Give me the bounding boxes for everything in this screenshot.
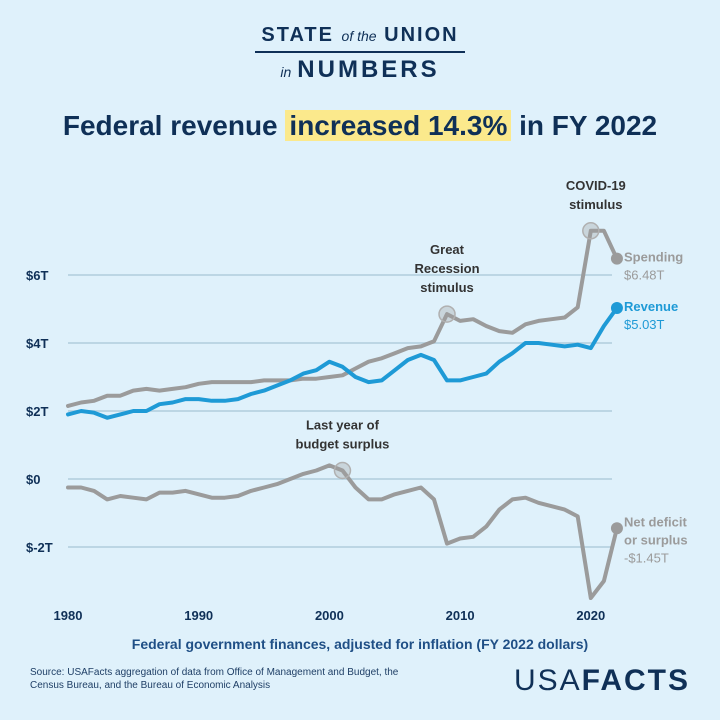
annotation-text: stimulus bbox=[569, 197, 622, 212]
brand-of-the: of the bbox=[341, 28, 377, 44]
revenue-end-marker bbox=[610, 301, 623, 314]
logo-usa: USA bbox=[513, 664, 582, 697]
spending-line bbox=[66, 228, 619, 408]
y-tick-label: $6T bbox=[26, 268, 48, 283]
annotation-text: Great bbox=[430, 242, 465, 257]
series-end-value: $6.48T bbox=[624, 268, 665, 283]
x-tick-label: 2000 bbox=[315, 608, 344, 623]
y-tick-label: $4T bbox=[26, 336, 48, 351]
series-label: or surplus bbox=[624, 532, 688, 547]
title-highlight: increased 14.3% bbox=[285, 110, 512, 141]
annotation-marker bbox=[438, 305, 456, 323]
brand-line-1: STATE of the UNION bbox=[0, 24, 720, 47]
page-title: Federal revenue increased 14.3% in FY 20… bbox=[0, 110, 720, 142]
x-tick-label: 1990 bbox=[184, 608, 213, 623]
annotation-text: Last year of bbox=[306, 418, 380, 433]
y-tick-label: $2T bbox=[26, 404, 48, 419]
y-tick-label: $-2T bbox=[26, 540, 53, 555]
series-end-value: $5.03T bbox=[624, 317, 665, 332]
brand-in: in bbox=[280, 64, 292, 80]
title-pre: Federal revenue bbox=[62, 110, 286, 141]
annotation-marker bbox=[582, 222, 600, 240]
series-label: Net deficit bbox=[624, 514, 688, 529]
x-tick-label: 2010 bbox=[446, 608, 475, 623]
series-label: Revenue bbox=[624, 299, 678, 314]
y-tick-label: $0 bbox=[26, 472, 40, 487]
title-post: in FY 2022 bbox=[511, 110, 658, 141]
deficit-line bbox=[66, 463, 619, 600]
x-tick-label: 1980 bbox=[54, 608, 83, 623]
brand-line-2: in NUMBERS bbox=[0, 56, 720, 84]
usafacts-logo: USAFACTS bbox=[514, 664, 690, 698]
brand-union: UNION bbox=[384, 24, 459, 46]
brand-numbers: NUMBERS bbox=[297, 56, 440, 83]
annotation-text: Recession bbox=[415, 261, 480, 276]
annotation-text: stimulus bbox=[420, 280, 473, 295]
revenue-line bbox=[66, 306, 619, 420]
series-label: Spending bbox=[624, 250, 683, 265]
x-tick-label: 2020 bbox=[576, 608, 605, 623]
brand-state: STATE bbox=[261, 24, 334, 46]
series-end-value: -$1.45T bbox=[624, 550, 669, 565]
brand-header: STATE of the UNION in NUMBERS bbox=[0, 24, 720, 84]
spending-end-marker bbox=[610, 252, 623, 265]
annotation-marker bbox=[333, 461, 352, 480]
logo-facts: FACTS bbox=[581, 664, 690, 697]
annotation-text: budget surplus bbox=[296, 437, 390, 452]
deficit-end-marker bbox=[610, 522, 623, 535]
source-note: Source: USAFacts aggregation of data fro… bbox=[30, 667, 399, 691]
brand-rule bbox=[255, 51, 465, 53]
x-axis-label: Federal government finances, adjusted fo… bbox=[131, 636, 589, 652]
annotation-text: COVID-19 bbox=[566, 178, 626, 193]
